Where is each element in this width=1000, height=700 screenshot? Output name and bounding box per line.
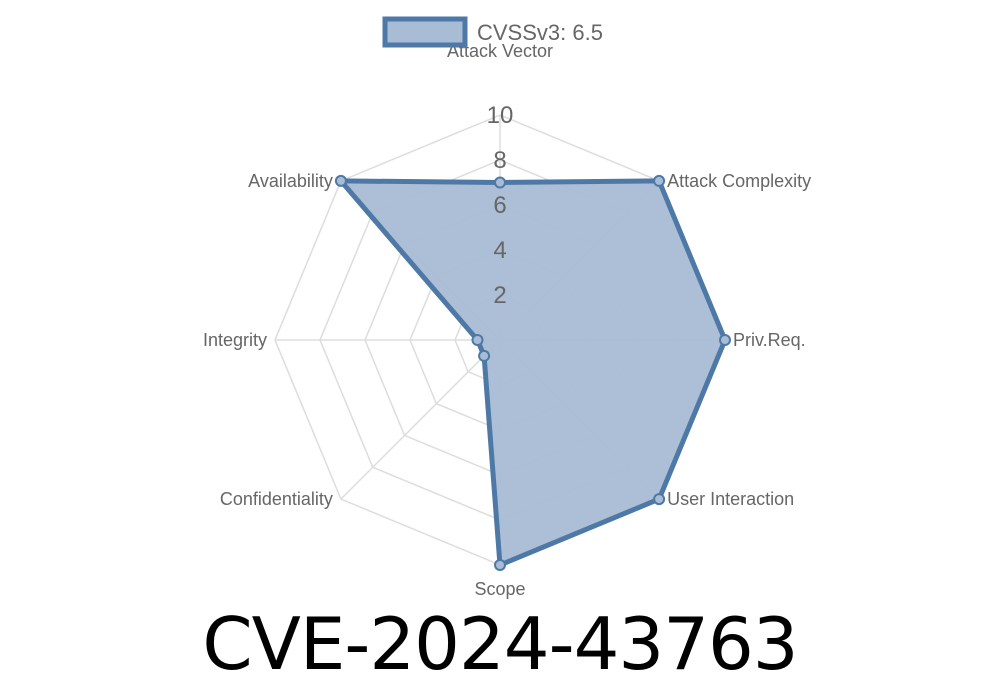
category-label: Integrity xyxy=(203,330,267,350)
category-label: Scope xyxy=(474,579,525,599)
legend-label: CVSSv3: 6.5 xyxy=(477,20,603,45)
data-point xyxy=(334,174,347,187)
data-point xyxy=(471,334,484,346)
category-label: Attack Vector xyxy=(447,41,553,61)
data-point xyxy=(478,349,491,362)
tick-label: 8 xyxy=(493,147,506,174)
data-point xyxy=(494,176,506,189)
category-label: Availability xyxy=(248,171,333,191)
category-label: Priv.Req. xyxy=(733,330,806,350)
data-point xyxy=(719,334,731,346)
tick-label: 6 xyxy=(493,192,506,219)
tick-label: 4 xyxy=(493,237,506,264)
data-point xyxy=(653,493,666,506)
tick-label: 10 xyxy=(487,102,514,129)
tick-label: 2 xyxy=(493,282,506,309)
legend-swatch xyxy=(382,16,468,48)
category-label: User Interaction xyxy=(667,489,794,509)
category-label: Attack Complexity xyxy=(667,171,811,191)
data-point xyxy=(653,174,666,187)
axis-line xyxy=(340,339,501,500)
page-title: CVE-2024-43763 xyxy=(202,602,798,686)
data-point xyxy=(494,559,506,571)
category-label: Confidentiality xyxy=(220,489,333,509)
